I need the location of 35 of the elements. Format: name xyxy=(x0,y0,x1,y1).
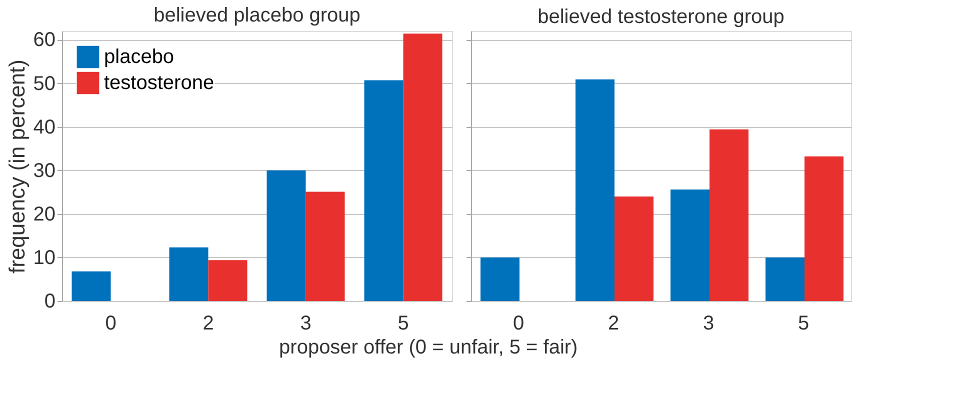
bar xyxy=(266,170,306,301)
x-tick-label: 3 xyxy=(300,312,312,334)
bar xyxy=(576,79,614,301)
y-tick-label: 50 xyxy=(33,72,56,95)
x-tick-label: 3 xyxy=(702,312,714,334)
y-tick-label: 30 xyxy=(33,160,56,182)
y-tick-label: 10 xyxy=(33,246,56,269)
x-tick-label: 0 xyxy=(512,312,524,334)
bar xyxy=(169,247,208,301)
chart-title: believed testosterone group xyxy=(538,6,784,28)
y-axis-title: frequency (in percent) xyxy=(4,60,30,274)
x-axis-title: proposer offer (0 = unfair, 5 = fair) xyxy=(279,336,578,358)
bar xyxy=(208,260,248,301)
bar xyxy=(480,257,520,301)
bar xyxy=(72,271,111,301)
bar xyxy=(364,80,404,301)
y-tick-label: 60 xyxy=(33,29,56,52)
bar xyxy=(670,190,710,301)
y-tick-label: 20 xyxy=(33,203,56,226)
legend-label: testosterone xyxy=(104,72,214,94)
x-tick-label: 0 xyxy=(105,312,116,334)
x-tick-label: 2 xyxy=(608,312,620,334)
x-tick-label: 5 xyxy=(398,312,409,334)
bar xyxy=(710,129,748,301)
bar xyxy=(766,257,804,301)
chart-title: believed placebo group xyxy=(154,4,360,27)
legend-label: placebo xyxy=(104,46,174,68)
bar xyxy=(614,196,654,301)
bar xyxy=(306,192,345,301)
y-tick-label: 0 xyxy=(44,290,56,312)
x-tick-label: 5 xyxy=(798,312,810,334)
bar xyxy=(403,34,442,301)
bar xyxy=(804,156,844,301)
y-tick-label: 40 xyxy=(33,116,56,138)
x-tick-label: 2 xyxy=(202,312,214,334)
